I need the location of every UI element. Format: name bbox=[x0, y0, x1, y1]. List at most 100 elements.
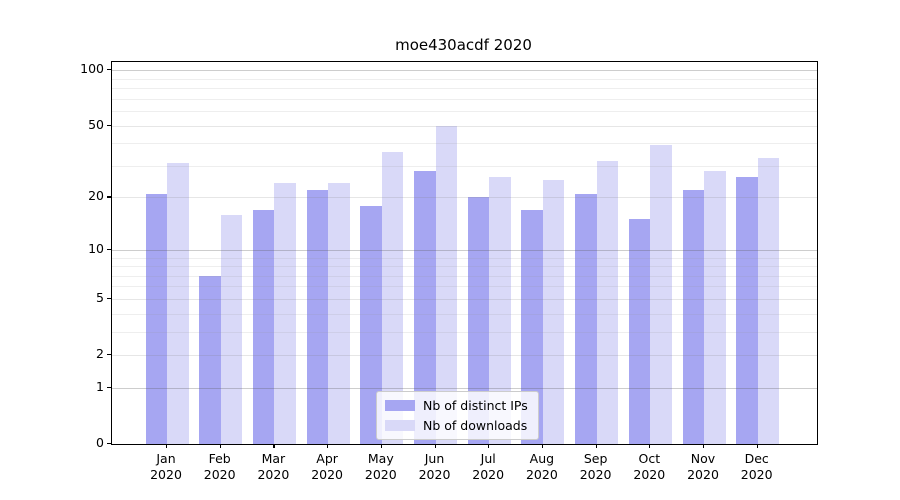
bar-downloads-feb bbox=[220, 214, 243, 444]
y-tick-10 bbox=[107, 248, 111, 250]
legend-label-downloads: Nb of downloads bbox=[423, 418, 528, 433]
x-label-month: Feb bbox=[208, 451, 231, 466]
major-gridline-1 bbox=[112, 387, 817, 389]
x-tick-label-feb: Feb 2020 bbox=[189, 451, 251, 483]
bar-ips-jun bbox=[414, 171, 436, 444]
y-tick-label-50: 50 bbox=[88, 116, 104, 132]
bar-ips-jan bbox=[145, 193, 167, 444]
legend-label-distinct-ips: Nb of distinct IPs bbox=[423, 398, 528, 413]
x-label-year: 2020 bbox=[579, 467, 612, 482]
bar-ips-sep bbox=[575, 193, 597, 444]
x-label-year: 2020 bbox=[472, 467, 505, 482]
bar-ips-jul bbox=[467, 197, 490, 444]
bar-ips-mar bbox=[252, 209, 275, 444]
x-label-month: May bbox=[367, 451, 394, 466]
bar-ips-nov bbox=[682, 190, 704, 444]
bar-ips-apr bbox=[306, 190, 329, 444]
x-label-year: 2020 bbox=[364, 467, 397, 482]
minor-gridline-6 bbox=[112, 286, 817, 288]
major-gridline-20 bbox=[112, 197, 817, 199]
bar-ips-aug bbox=[521, 209, 543, 444]
legend-item-downloads: Nb of downloads bbox=[385, 418, 528, 433]
bar-downloads-oct bbox=[650, 145, 672, 444]
x-tick-label-nov: Nov 2020 bbox=[672, 451, 734, 483]
x-label-month: Jul bbox=[480, 451, 496, 466]
x-tick-label-oct: Oct 2020 bbox=[618, 451, 680, 483]
x-label-year: 2020 bbox=[203, 467, 236, 482]
y-tick-100 bbox=[107, 69, 111, 71]
bar-downloads-jan bbox=[167, 163, 189, 444]
minor-gridline-70 bbox=[112, 98, 817, 100]
x-label-month: Jan bbox=[156, 451, 176, 466]
bar-downloads-jun bbox=[435, 125, 457, 444]
major-gridline-10 bbox=[112, 249, 817, 251]
y-tick-0 bbox=[107, 443, 111, 445]
x-tick-jan bbox=[166, 444, 168, 448]
x-label-month: Dec bbox=[744, 451, 769, 466]
y-tick-label-100: 100 bbox=[80, 61, 104, 77]
legend-swatch-downloads bbox=[385, 420, 415, 431]
x-tick-sep bbox=[595, 444, 597, 448]
x-label-month: Oct bbox=[638, 451, 661, 466]
minor-gridline-90 bbox=[112, 78, 817, 80]
x-tick-aug bbox=[541, 444, 544, 448]
x-tick-label-sep: Sep 2020 bbox=[565, 451, 627, 483]
bar-downloads-mar bbox=[274, 183, 296, 444]
y-tick-2 bbox=[107, 354, 111, 356]
x-tick-jul bbox=[488, 444, 490, 448]
x-tick-label-may: May 2020 bbox=[350, 451, 412, 483]
y-tick-label-2: 2 bbox=[96, 346, 104, 362]
x-tick-label-jun: Jun 2020 bbox=[404, 451, 466, 483]
bar-ips-oct bbox=[628, 219, 651, 444]
major-gridline-100 bbox=[112, 70, 817, 72]
x-tick-mar bbox=[273, 444, 275, 448]
x-label-month: Nov bbox=[690, 451, 716, 466]
legend: Nb of distinct IPs Nb of downloads bbox=[376, 391, 539, 440]
x-label-month: Mar bbox=[261, 451, 286, 466]
x-tick-label-dec: Dec 2020 bbox=[726, 451, 788, 483]
x-label-month: Aug bbox=[529, 451, 555, 466]
bar-downloads-dec bbox=[757, 158, 780, 444]
minor-gridline-8 bbox=[112, 266, 817, 268]
x-label-month: Sep bbox=[583, 451, 608, 466]
minor-gridline-9 bbox=[112, 257, 817, 259]
x-tick-apr bbox=[327, 444, 329, 448]
x-tick-oct bbox=[649, 444, 651, 448]
y-tick-1 bbox=[107, 386, 111, 389]
y-tick-label-20: 20 bbox=[88, 188, 104, 204]
legend-swatch-distinct-ips bbox=[385, 400, 415, 411]
minor-gridline-60 bbox=[112, 111, 817, 113]
minor-gridline-4 bbox=[112, 313, 817, 315]
major-gridline-50 bbox=[112, 125, 817, 127]
y-tick-label-0: 0 bbox=[96, 435, 104, 450]
minor-gridline-7 bbox=[112, 275, 817, 277]
y-tick-label-1: 1 bbox=[96, 378, 104, 394]
x-tick-feb bbox=[219, 444, 221, 448]
minor-gridline-40 bbox=[112, 143, 817, 145]
legend-item-distinct-ips: Nb of distinct IPs bbox=[385, 398, 528, 413]
x-tick-label-aug: Aug 2020 bbox=[511, 451, 573, 483]
bar-ips-may bbox=[360, 205, 382, 444]
x-label-year: 2020 bbox=[633, 467, 666, 482]
y-tick-20 bbox=[107, 196, 111, 198]
x-tick-label-mar: Mar 2020 bbox=[242, 451, 304, 483]
x-label-year: 2020 bbox=[687, 467, 719, 482]
x-label-year: 2020 bbox=[525, 467, 558, 482]
minor-gridline-3 bbox=[112, 331, 817, 333]
x-label-year: 2020 bbox=[257, 467, 290, 482]
x-label-year: 2020 bbox=[740, 467, 773, 482]
bar-ips-dec bbox=[736, 177, 758, 444]
x-label-month: Apr bbox=[316, 451, 338, 466]
x-tick-jun bbox=[434, 444, 436, 448]
x-tick-label-jul: Jul 2020 bbox=[457, 451, 519, 483]
x-tick-label-apr: Apr 2020 bbox=[296, 451, 358, 483]
y-tick-5 bbox=[107, 297, 111, 300]
x-tick-label-jan: Jan 2020 bbox=[135, 451, 197, 483]
x-label-year: 2020 bbox=[418, 467, 451, 482]
x-label-month: Jun bbox=[424, 451, 445, 466]
y-tick-label-10: 10 bbox=[88, 240, 104, 256]
plot-area bbox=[111, 61, 818, 445]
x-tick-dec bbox=[756, 444, 758, 448]
bar-downloads-apr bbox=[328, 183, 350, 444]
